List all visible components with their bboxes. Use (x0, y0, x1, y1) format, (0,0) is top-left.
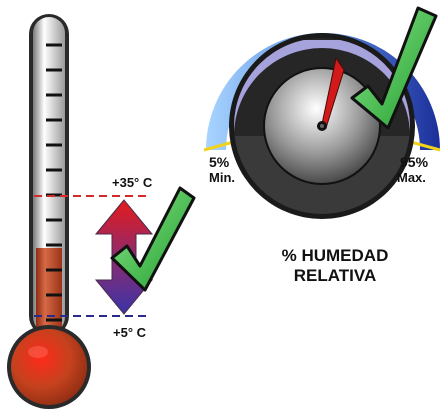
min-humidity-label: Min. (209, 170, 235, 185)
max-humidity-label: Max. (397, 170, 426, 185)
checkmark-icon (110, 186, 196, 292)
hygrometer-gauge-icon (203, 33, 441, 219)
max-temp-label: +35° C (112, 175, 153, 190)
humidity-title: % HUMEDAD RELATIVA (260, 246, 410, 285)
max-humidity-percent: 95% (400, 154, 429, 170)
min-humidity-percent: 5% (209, 154, 230, 170)
min-temp-label: +5° C (113, 325, 147, 340)
checkmark-icon (350, 6, 438, 130)
humidity-title-line2: RELATIVA (293, 265, 377, 285)
thermometer-icon (7, 14, 91, 409)
humidity-title-line1: % HUMEDAD (281, 246, 389, 265)
